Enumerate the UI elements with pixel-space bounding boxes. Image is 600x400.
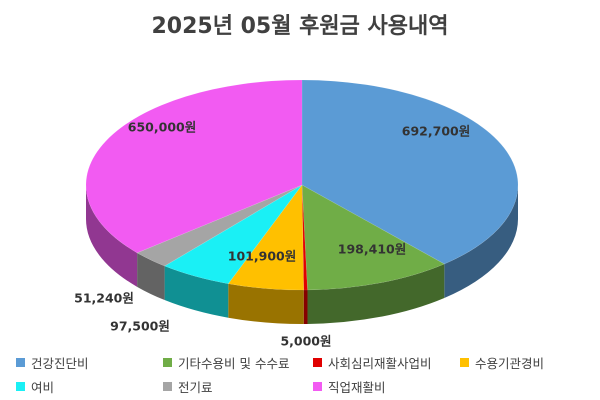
legend-swatch bbox=[313, 382, 322, 391]
pie-top-faces bbox=[85, 79, 519, 291]
legend-label: 수용기관경비 bbox=[475, 356, 545, 371]
pie-slice-side bbox=[164, 266, 229, 318]
data-label: 101,900원 bbox=[228, 249, 296, 264]
legend-item-rehab-program: 사회심리재활사업비 bbox=[313, 353, 460, 372]
legend-swatch bbox=[16, 382, 25, 391]
legend-item-electricity: 전기료 bbox=[163, 377, 313, 396]
data-label: 198,410원 bbox=[338, 242, 406, 257]
data-labels: 692,700원 198,410원 5,000원 101,900원 97,500원 51,… bbox=[74, 120, 470, 349]
pie-slice bbox=[227, 184, 305, 291]
legend-swatch bbox=[313, 358, 322, 367]
data-label: 650,000원 bbox=[128, 120, 196, 135]
pie-slice-side bbox=[444, 185, 518, 298]
legend-item-vocational-rehab: 직업재활비 bbox=[313, 377, 386, 396]
data-label: 5,000원 bbox=[280, 334, 331, 349]
legend-swatch bbox=[163, 358, 172, 367]
pie-slice-side bbox=[303, 289, 308, 324]
pie-side-walls bbox=[86, 185, 518, 324]
pie-slice-side bbox=[86, 185, 138, 287]
legend-swatch bbox=[460, 358, 469, 367]
legend-label: 직업재활비 bbox=[328, 380, 386, 395]
legend-label: 건강진단비 bbox=[31, 356, 89, 371]
pie-slice bbox=[136, 184, 303, 267]
pie-slice bbox=[163, 184, 303, 285]
chart-title: 2025년 05월 후원금 사용내역 bbox=[151, 14, 449, 39]
legend-swatch bbox=[16, 358, 25, 367]
legend-label: 기타수용비 및 수수료 bbox=[178, 356, 290, 371]
legend-item-facility-costs: 수용기관경비 bbox=[460, 353, 544, 372]
legend-label: 전기료 bbox=[178, 380, 213, 395]
data-label: 97,500원 bbox=[110, 319, 170, 334]
pie-slice-side bbox=[228, 283, 304, 324]
data-label: 692,700원 bbox=[402, 124, 470, 139]
legend-label: 여비 bbox=[31, 380, 55, 395]
legend-row-2: 여비 전기료 직업재활비 bbox=[16, 377, 386, 396]
legend-label: 사회심리재활사업비 bbox=[328, 356, 432, 371]
pie-slice-side bbox=[137, 252, 165, 301]
pie-slice bbox=[301, 184, 445, 291]
legend-item-health-checkup: 건강진단비 bbox=[16, 353, 163, 372]
legend-swatch bbox=[163, 382, 172, 391]
legend-row-1: 건강진단비 기타수용비 및 수수료 사회심리재활사업비 수용기관경비 bbox=[16, 353, 544, 372]
pie-slice-side bbox=[307, 263, 445, 324]
data-label: 51,240원 bbox=[74, 291, 134, 306]
legend-item-travel: 여비 bbox=[16, 377, 163, 396]
pie-slice bbox=[85, 79, 303, 254]
pie-slice bbox=[301, 79, 519, 265]
legend-item-other-expenses: 기타수용비 및 수수료 bbox=[163, 353, 313, 372]
pie-slice bbox=[301, 184, 308, 291]
